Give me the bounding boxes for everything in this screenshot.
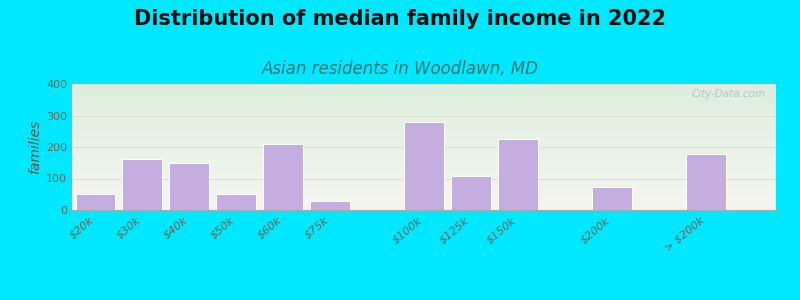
Y-axis label: families: families — [28, 120, 42, 174]
Bar — [451, 176, 491, 210]
Bar — [686, 154, 726, 210]
Bar — [592, 187, 632, 210]
Bar — [170, 163, 210, 210]
Bar — [75, 194, 115, 210]
Bar — [498, 139, 538, 210]
Bar — [310, 201, 350, 210]
Bar — [263, 144, 303, 210]
Bar — [216, 194, 256, 210]
Text: Distribution of median family income in 2022: Distribution of median family income in … — [134, 9, 666, 29]
Bar — [404, 122, 444, 210]
Bar — [122, 159, 162, 210]
Text: City-Data.com: City-Data.com — [691, 89, 766, 99]
Text: Asian residents in Woodlawn, MD: Asian residents in Woodlawn, MD — [262, 60, 538, 78]
